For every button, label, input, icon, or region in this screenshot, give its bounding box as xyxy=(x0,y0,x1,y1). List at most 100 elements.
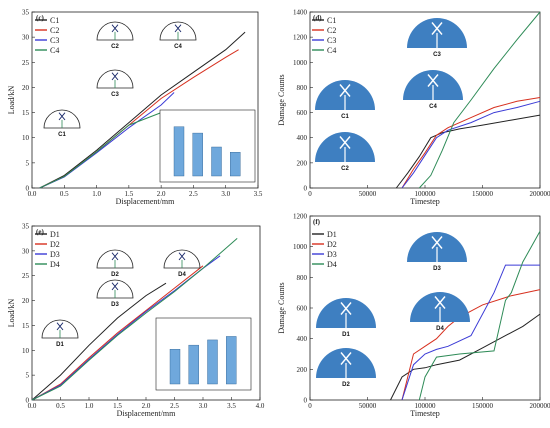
crack-mark xyxy=(340,352,352,365)
crack-mark xyxy=(174,24,182,33)
inset-bar xyxy=(173,126,185,177)
inset-bar xyxy=(207,339,218,385)
legend-entry: D1 xyxy=(327,230,337,239)
panel-f-damage-counts: 0 50000 100000 150000 200000 0 200 400 600 800 100… xyxy=(277,213,550,419)
x-tick-label: 2.5 xyxy=(189,190,198,198)
x-tick-label: 0 xyxy=(308,402,312,410)
crack-mark xyxy=(111,282,119,291)
panel-label: (d) xyxy=(313,14,322,22)
y-tick-label: 0 xyxy=(304,185,308,193)
series-line-c1 xyxy=(395,114,541,189)
y-tick-label: 400 xyxy=(297,134,308,142)
y-axis-label: Damage Counts xyxy=(277,74,286,125)
schematic-label: D3 xyxy=(433,266,441,272)
y-tick-label: 15 xyxy=(22,109,30,117)
crack-mark xyxy=(111,252,119,261)
crack-mark xyxy=(56,322,64,331)
legend-entry: D2 xyxy=(50,240,60,249)
legend-entry: C3 xyxy=(327,36,336,45)
y-tick-label: 0 xyxy=(26,397,30,405)
disk-shape xyxy=(43,109,81,129)
y-axis-label: Damage Counts xyxy=(277,282,286,333)
schematic-c3: C3 xyxy=(96,69,134,98)
schematic-d3: D3 xyxy=(96,279,134,308)
y-tick-label: 20 xyxy=(22,84,30,92)
legend-entry: C1 xyxy=(327,16,336,25)
disk-shape xyxy=(96,249,134,269)
series-line-d1 xyxy=(31,282,167,401)
x-tick-label: 1.5 xyxy=(124,190,133,198)
y-tick-label: 1200 xyxy=(293,213,308,221)
schematic-c1: C1 xyxy=(43,109,81,138)
x-tick-label: 150000 xyxy=(472,190,494,198)
inset-bar xyxy=(230,152,241,177)
schematic-d4: D4 xyxy=(410,292,470,332)
disk-shape xyxy=(96,279,134,299)
x-tick-label: 2.0 xyxy=(142,402,151,410)
disk-shape xyxy=(159,21,197,41)
x-tick-label: 200000 xyxy=(530,402,550,410)
schematic-label: C3 xyxy=(111,92,119,98)
legend-entry: C2 xyxy=(50,26,59,35)
series-line-c3 xyxy=(39,92,175,189)
legend-entry: D3 xyxy=(327,250,337,259)
x-tick-label: 0.0 xyxy=(28,190,37,198)
schematic-label: C1 xyxy=(341,114,349,120)
crack-mark xyxy=(340,302,352,315)
crack-mark xyxy=(434,296,446,309)
x-tick-label: 3.0 xyxy=(221,190,230,198)
x-tick-label: 3.5 xyxy=(227,402,236,410)
x-tick-label: 50000 xyxy=(359,402,377,410)
series-line-d2 xyxy=(401,289,541,401)
legend-entry: D1 xyxy=(50,230,60,239)
y-tick-label: 600 xyxy=(297,109,308,117)
y-tick-label: 30 xyxy=(22,34,30,42)
y-tick-label: 35 xyxy=(22,223,30,231)
series-line-c1 xyxy=(39,31,246,189)
panel-label: (c) xyxy=(36,14,44,22)
schematic-label: D1 xyxy=(342,332,350,338)
inset-bar xyxy=(226,336,237,385)
legend-entry: C3 xyxy=(50,36,59,45)
y-tick-label: 10 xyxy=(22,134,30,142)
x-tick-label: 1.5 xyxy=(113,402,122,410)
schematic-d2: D2 xyxy=(96,249,134,278)
schematic-c2: C2 xyxy=(96,21,134,50)
inset-bar-chart xyxy=(159,109,256,183)
schematic-d1: D1 xyxy=(41,319,79,348)
schematic-label: D4 xyxy=(178,272,186,278)
schematic-label: D4 xyxy=(436,326,444,332)
schematic-label: C2 xyxy=(341,166,349,172)
legend-entry: D3 xyxy=(50,250,60,259)
y-tick-label: 1200 xyxy=(293,34,308,42)
schematic-label: C4 xyxy=(429,104,437,110)
legend-entry: D4 xyxy=(50,260,60,269)
x-tick-label: 0.5 xyxy=(60,190,69,198)
y-tick-label: 10 xyxy=(22,347,30,355)
schematic-d4: D4 xyxy=(163,249,201,278)
schematic-c1: C1 xyxy=(315,80,375,120)
x-axis-label: Displacement/mm xyxy=(117,409,176,418)
crack-mark xyxy=(111,72,119,81)
y-tick-label: 5 xyxy=(26,372,30,380)
inset-bar xyxy=(192,132,203,177)
schematic-label: C1 xyxy=(58,132,66,138)
y-tick-label: 1400 xyxy=(293,9,308,17)
schematic-label: C2 xyxy=(111,44,119,50)
series-line-d3 xyxy=(401,264,540,401)
panel-d-damage-counts: 0 50000 100000 150000 200000 0 200 400 600 800 100… xyxy=(277,9,550,207)
y-tick-label: 800 xyxy=(297,274,308,282)
schematic-label: C3 xyxy=(433,52,441,58)
x-tick-label: 50000 xyxy=(359,190,377,198)
y-tick-label: 35 xyxy=(22,9,30,17)
x-tick-label: 100000 xyxy=(415,190,437,198)
series-line-d4 xyxy=(31,238,238,401)
disk-shape xyxy=(41,319,79,339)
x-tick-label: 3.5 xyxy=(254,190,263,198)
y-tick-label: 25 xyxy=(22,59,30,67)
series-line-c3 xyxy=(401,100,541,189)
series-line-c2 xyxy=(401,97,541,189)
series-line-d2 xyxy=(31,265,204,401)
disk-shape xyxy=(96,69,134,89)
panel-label: (f) xyxy=(313,218,321,226)
